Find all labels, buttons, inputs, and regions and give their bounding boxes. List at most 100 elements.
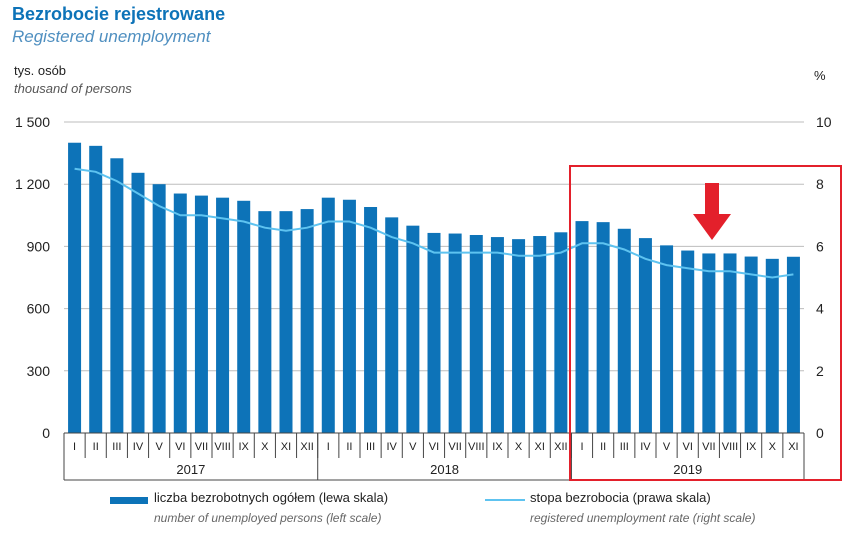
month-label: XI bbox=[535, 441, 545, 453]
month-label: I bbox=[580, 441, 583, 453]
month-label: IV bbox=[133, 441, 144, 453]
month-label: XII bbox=[300, 441, 313, 453]
bar bbox=[279, 211, 293, 433]
bar bbox=[533, 236, 547, 433]
month-label: VIII bbox=[214, 441, 231, 453]
bar bbox=[385, 217, 399, 433]
bar bbox=[575, 221, 589, 433]
month-label: VI bbox=[683, 441, 693, 453]
bar bbox=[744, 256, 758, 433]
bar bbox=[638, 238, 652, 433]
month-label: VI bbox=[429, 441, 439, 453]
left-tick-label: 300 bbox=[27, 363, 51, 379]
month-label: XII bbox=[554, 441, 567, 453]
month-label: I bbox=[327, 441, 330, 453]
legend-bars-label: liczba bezrobotnych ogółem (lewa skala) bbox=[154, 490, 389, 505]
right-tick-label: 10 bbox=[816, 114, 832, 130]
month-label: IX bbox=[492, 441, 503, 453]
right-tick-label: 4 bbox=[816, 301, 824, 317]
legend-line-label: stopa bezrobocia (prawa skala) bbox=[530, 490, 711, 505]
legend-line-label-en: registered unemployment rate (right scal… bbox=[530, 511, 756, 525]
bar bbox=[681, 250, 695, 433]
month-label: IV bbox=[640, 441, 651, 453]
month-label: VII bbox=[448, 441, 461, 453]
bar bbox=[490, 237, 504, 433]
bar bbox=[765, 258, 779, 433]
bar bbox=[321, 197, 335, 433]
left-axis-unit-en: thousand of persons bbox=[14, 81, 132, 96]
right-tick-label: 0 bbox=[816, 425, 824, 441]
bar bbox=[216, 197, 230, 433]
legend-bars-label-en: number of unemployed persons (left scale… bbox=[154, 511, 382, 525]
year-label: 2018 bbox=[430, 462, 459, 477]
bar bbox=[427, 232, 441, 433]
month-label: XI bbox=[281, 441, 291, 453]
left-tick-label: 0 bbox=[42, 425, 50, 441]
month-label: X bbox=[769, 441, 777, 453]
bar bbox=[152, 184, 166, 433]
month-label: III bbox=[366, 441, 375, 453]
month-label: VII bbox=[195, 441, 208, 453]
bar bbox=[364, 207, 378, 433]
month-label: V bbox=[155, 441, 163, 453]
bar bbox=[512, 239, 526, 433]
left-tick-label: 1 200 bbox=[15, 176, 50, 192]
right-tick-label: 2 bbox=[816, 363, 824, 379]
unemployment-rate-line bbox=[74, 167, 794, 279]
bar bbox=[68, 142, 82, 433]
right-tick-label: 6 bbox=[816, 238, 824, 254]
bar bbox=[131, 172, 145, 433]
right-axis-unit: % bbox=[814, 68, 826, 83]
bar bbox=[342, 199, 356, 433]
legend-bar-swatch bbox=[110, 497, 148, 504]
month-label: X bbox=[515, 441, 523, 453]
month-label: VIII bbox=[722, 441, 739, 453]
bar bbox=[617, 228, 631, 433]
month-label: III bbox=[112, 441, 121, 453]
bar bbox=[406, 225, 420, 433]
left-tick-label: 1 500 bbox=[15, 114, 50, 130]
chart-title: Bezrobocie rejestrowane bbox=[12, 4, 226, 24]
month-label: V bbox=[663, 441, 671, 453]
bar bbox=[89, 145, 103, 434]
year-label: 2017 bbox=[176, 462, 205, 477]
bar bbox=[469, 234, 483, 433]
bar bbox=[448, 233, 462, 433]
month-label: II bbox=[93, 441, 99, 453]
bar bbox=[554, 232, 568, 433]
bar bbox=[237, 200, 251, 433]
bar bbox=[786, 256, 800, 433]
bar bbox=[596, 222, 610, 433]
left-tick-label: 900 bbox=[27, 238, 51, 254]
month-label: IX bbox=[239, 441, 250, 453]
month-label: III bbox=[620, 441, 629, 453]
month-label: IV bbox=[387, 441, 398, 453]
month-label: XI bbox=[788, 441, 798, 453]
month-label: IX bbox=[746, 441, 757, 453]
left-tick-label: 600 bbox=[27, 301, 51, 317]
bar bbox=[173, 193, 187, 433]
legend-line-swatch bbox=[485, 499, 525, 501]
month-label: VIII bbox=[468, 441, 485, 453]
month-label: I bbox=[73, 441, 76, 453]
highlight-box bbox=[569, 165, 842, 481]
month-label: II bbox=[600, 441, 606, 453]
bar bbox=[194, 195, 208, 433]
down-arrow-icon bbox=[693, 183, 731, 240]
bar bbox=[702, 253, 716, 433]
month-label: X bbox=[261, 441, 269, 453]
year-label: 2019 bbox=[673, 462, 702, 477]
month-label: VI bbox=[175, 441, 185, 453]
month-label: VII bbox=[702, 441, 715, 453]
bar bbox=[660, 245, 674, 433]
bar bbox=[258, 211, 272, 433]
left-axis-unit: tys. osób bbox=[14, 63, 67, 78]
month-label: V bbox=[409, 441, 417, 453]
bar bbox=[300, 209, 314, 433]
bar bbox=[723, 253, 737, 433]
chart-subtitle: Registered unemployment bbox=[12, 27, 211, 46]
right-tick-label: 8 bbox=[816, 176, 824, 192]
bar bbox=[110, 158, 124, 434]
month-label: II bbox=[346, 441, 352, 453]
